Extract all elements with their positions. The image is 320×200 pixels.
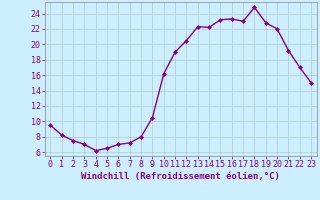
X-axis label: Windchill (Refroidissement éolien,°C): Windchill (Refroidissement éolien,°C) (81, 172, 280, 181)
